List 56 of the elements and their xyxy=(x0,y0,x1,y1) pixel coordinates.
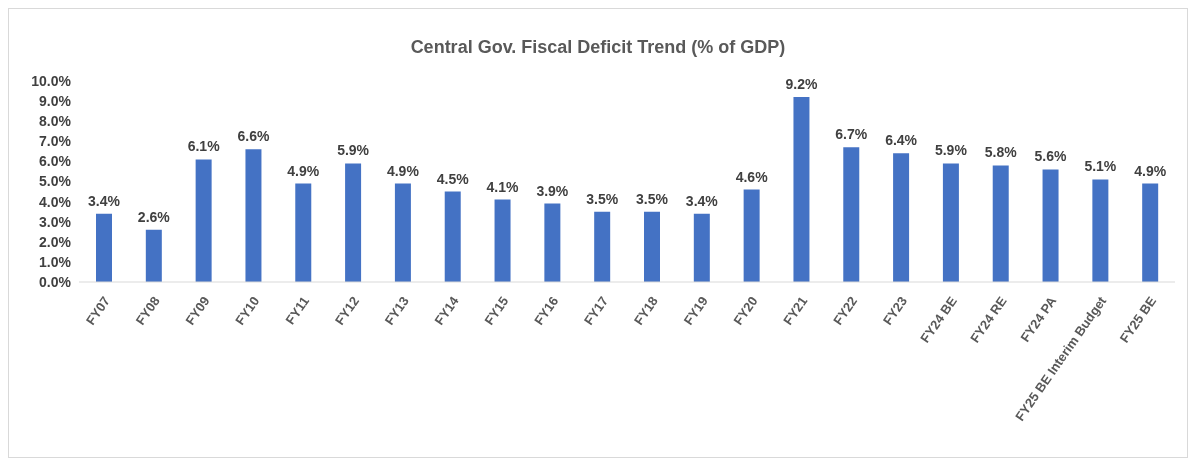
y-tick-label: 3.0% xyxy=(39,213,72,230)
bar xyxy=(1042,169,1059,282)
bar xyxy=(444,191,461,282)
bar xyxy=(1092,179,1109,282)
bar xyxy=(793,97,810,282)
data-label: 4.9% xyxy=(386,162,420,179)
data-label: 3.5% xyxy=(636,190,669,207)
y-tick-label: 4.0% xyxy=(39,193,72,210)
data-label: 3.9% xyxy=(536,182,569,199)
data-label: 6.7% xyxy=(835,126,868,143)
bar xyxy=(594,211,611,282)
data-label: 5.1% xyxy=(1084,158,1117,175)
data-label: 4.1% xyxy=(486,178,520,195)
bar xyxy=(544,203,561,282)
data-label: 5.9% xyxy=(934,142,968,159)
data-label: 4.9% xyxy=(1134,162,1167,179)
bar xyxy=(1142,183,1159,282)
bar xyxy=(693,213,710,282)
y-tick-label: 6.0% xyxy=(39,153,72,170)
data-label: 3.5% xyxy=(586,190,619,207)
bar xyxy=(494,199,511,282)
data-label: 5.8% xyxy=(984,144,1018,161)
bar xyxy=(644,211,660,282)
y-tick-label: 2.0% xyxy=(39,233,72,250)
data-label: 3.4% xyxy=(88,192,121,209)
bar xyxy=(345,163,362,282)
bar xyxy=(295,183,312,282)
data-label: 3.4% xyxy=(685,192,719,209)
bar xyxy=(743,189,760,282)
data-label: 6.4% xyxy=(885,132,918,149)
bar xyxy=(394,183,411,282)
data-label: 6.6% xyxy=(237,128,270,145)
data-label: 6.1% xyxy=(187,138,221,155)
y-tick-label: 0.0% xyxy=(39,273,72,290)
data-label: 5.9% xyxy=(337,142,370,159)
chart-title: Central Gov. Fiscal Deficit Trend (% of GDP) xyxy=(409,36,787,59)
data-label: 9.2% xyxy=(785,76,818,93)
bar xyxy=(245,149,262,282)
data-label: 4.9% xyxy=(287,162,320,179)
y-tick-label: 9.0% xyxy=(39,93,72,110)
y-tick-label: 7.0% xyxy=(39,133,72,150)
data-label: 2.6% xyxy=(137,208,171,225)
y-tick-label: 8.0% xyxy=(39,113,72,130)
y-tick-label: 1.0% xyxy=(39,253,72,270)
data-label: 4.6% xyxy=(735,168,769,185)
bar xyxy=(893,153,910,282)
data-label: 4.5% xyxy=(436,170,470,187)
y-tick-label: 5.0% xyxy=(39,173,72,190)
bar xyxy=(942,163,959,282)
bar xyxy=(145,229,162,282)
bar xyxy=(195,159,212,282)
bar xyxy=(843,147,860,282)
data-label: 5.6% xyxy=(1034,148,1068,165)
bar xyxy=(992,165,1009,282)
y-tick-label: 10.0% xyxy=(31,72,72,89)
bar xyxy=(96,213,112,282)
